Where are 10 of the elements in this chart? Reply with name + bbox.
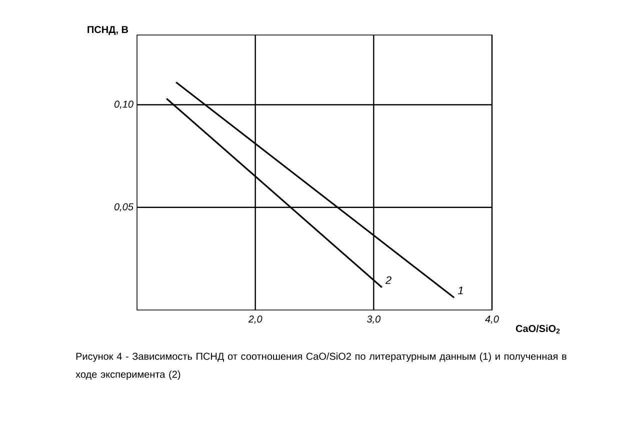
- series-label: 1: [458, 286, 463, 294]
- x-axis-title: CaO/SiO$_{2}$: [516, 324, 560, 334]
- y-tick-label: 0,05: [114, 203, 134, 212]
- series-label: 2: [385, 276, 392, 284]
- x-tick-label: 3,0: [366, 316, 381, 324]
- y-tick-label: 0,10: [114, 100, 134, 109]
- y-axis-title: ПСНД, В: [88, 26, 128, 35]
- x-tick-label: 2,0: [248, 316, 262, 324]
- x-tick-label: 4,0: [485, 316, 499, 324]
- text: Рисунок 4 - Зависимость ПСНД от соотношения CaO/SiO2 по литературным данным (1) и полученная в ходе эксперимента (2): [76, 352, 566, 380]
